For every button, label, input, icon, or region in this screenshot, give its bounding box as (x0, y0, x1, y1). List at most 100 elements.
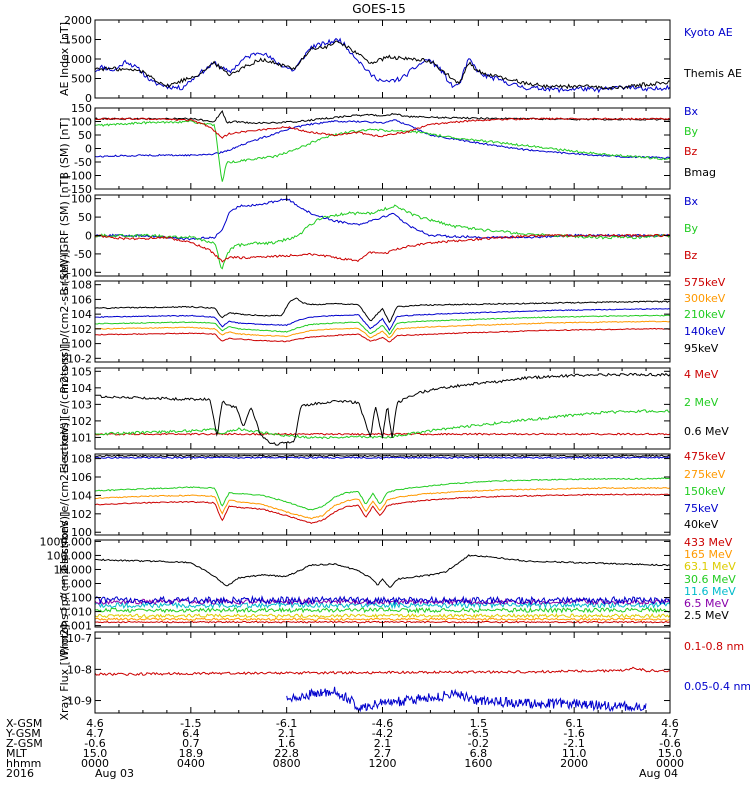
series-group (95, 372, 670, 446)
series-group (95, 666, 670, 713)
legend-bz: Bz (684, 145, 698, 158)
y-tick-label: 150 (71, 102, 92, 115)
footer-cell: 18.9 (179, 747, 204, 760)
y-tick-label: 105 (71, 365, 92, 378)
y-tick-label: -50 (74, 248, 92, 261)
y-tick-label: 0 (85, 143, 92, 156)
y-axis-label: AE Index [nT] (58, 22, 71, 96)
y-tick-label: 1.000 (61, 578, 93, 591)
footer-cell: 0400 (177, 757, 205, 770)
footer-cell: 2.1 (374, 737, 392, 750)
legend-themis-ae: Themis AE (683, 67, 742, 80)
series-line-63-1-mev (95, 612, 670, 619)
series-line-0-1-0-8-nm (95, 666, 670, 676)
series-group (95, 198, 670, 270)
y-tick-label: 0 (85, 92, 92, 105)
y-axis-label: Protons [p/(cm2-s-sr-keV)] (58, 250, 71, 394)
legend-63-1-mev: 63.1 MeV (684, 560, 736, 573)
footer-cell: 6.1 (565, 717, 583, 730)
footer-cell: 2000 (560, 757, 588, 770)
series-line-150kev (95, 477, 670, 511)
footer-cell: 0000 (81, 757, 109, 770)
y-tick-label: 1500 (64, 34, 92, 47)
series-line-kyoto-ae (95, 37, 670, 94)
footer-row-label: Y-GSM (5, 727, 41, 740)
footer-cell: -4.2 (372, 727, 393, 740)
legend-0-1-0-8-nm: 0.1-0.8 nm (684, 640, 744, 653)
footer-cell: -1.6 (563, 727, 584, 740)
legend-2-5-mev: 2.5 MeV (684, 609, 729, 622)
legend-95kev: 95keV (684, 342, 719, 355)
footer-cell: -0.6 (84, 737, 105, 750)
footer-cell: 1.5 (470, 717, 488, 730)
legend-300kev: 300keV (684, 292, 726, 305)
series-line-bmag (95, 109, 670, 125)
footer-cell: -0.6 (659, 737, 680, 750)
footer-cell: 4.7 (661, 727, 679, 740)
y-tick-label: 100 (71, 116, 92, 129)
y-tick-label: -150 (67, 183, 92, 196)
footer-cell: 6.4 (182, 727, 200, 740)
footer-cell: 1600 (464, 757, 492, 770)
series-line-165-mev (95, 617, 670, 622)
legend-4-mev: 4 MeV (684, 368, 719, 381)
legend-bz: Bz (684, 249, 698, 262)
footer-cell: 6.8 (470, 747, 488, 760)
series-group (95, 454, 670, 524)
legend-0-05-0-4-nm: 0.05-0.4 nm (684, 680, 750, 693)
footer-cell: 4.6 (661, 717, 679, 730)
series-line-bx (95, 119, 670, 160)
y-tick-label: 10.000 (54, 563, 93, 576)
legend-2-mev: 2 MeV (684, 396, 719, 409)
legend-575kev: 575keV (684, 276, 726, 289)
y-tick-label: 102 (71, 415, 92, 428)
legend-11-6-mev: 11.6 MeV (684, 585, 736, 598)
y-tick-label: 100.000 (47, 549, 93, 562)
legend-433-mev: 433 MeV (684, 536, 733, 549)
legend-40kev: 40keV (684, 518, 719, 531)
series-line-by (95, 120, 670, 182)
series-group (95, 297, 670, 343)
y-tick-label: 50 (78, 211, 92, 224)
y-tick-label: 50 (78, 129, 92, 142)
footer-cell: 15.0 (83, 747, 108, 760)
y-axis-label: Electrons [e/(cm2-s-sr-keV)] (58, 418, 71, 571)
legend-0-6-mev: 0.6 MeV (684, 425, 729, 438)
series-line-575kev (95, 327, 670, 343)
series-group (95, 109, 670, 182)
legend-150kev: 150keV (684, 485, 726, 498)
series-line-0-6-mev (95, 372, 670, 446)
series-line-30-6-mev (95, 606, 670, 614)
series-line-bz (95, 117, 670, 139)
footer-cell: 2.1 (278, 727, 296, 740)
y-tick-label: 106 (71, 293, 92, 306)
footer-row-label: MLT (6, 747, 27, 760)
legend-bx: Bx (684, 105, 699, 118)
legend-by: By (684, 222, 699, 235)
panel-frame (94, 539, 671, 628)
footer-cell: 1.6 (278, 737, 296, 750)
footer-cell: Aug 03 (95, 767, 134, 780)
series-line-95kev (95, 297, 670, 324)
footer-cell: -6.1 (276, 717, 297, 730)
footer-cell: -0.2 (468, 737, 489, 750)
y-tick-label: -50 (74, 156, 92, 169)
footer-cell: 15.0 (658, 747, 683, 760)
y-tick-label: 106 (71, 471, 92, 484)
legend-kyoto-ae: Kyoto AE (684, 26, 733, 39)
y-tick-label: 2000 (64, 14, 92, 27)
footer-cell: -1.5 (180, 717, 201, 730)
series-line-11-6-mev (95, 601, 670, 610)
y-tick-label: 1000.000 (40, 535, 93, 548)
y-tick-label: 100 (71, 526, 92, 539)
y-tick-label: 0 (85, 230, 92, 243)
y-axis-label: Electrons [e/(cm2-s-sr)] (58, 344, 71, 474)
